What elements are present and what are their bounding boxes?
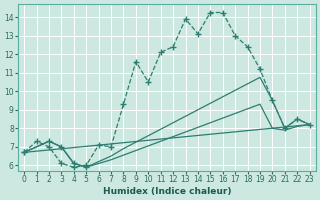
X-axis label: Humidex (Indice chaleur): Humidex (Indice chaleur) [103,187,231,196]
